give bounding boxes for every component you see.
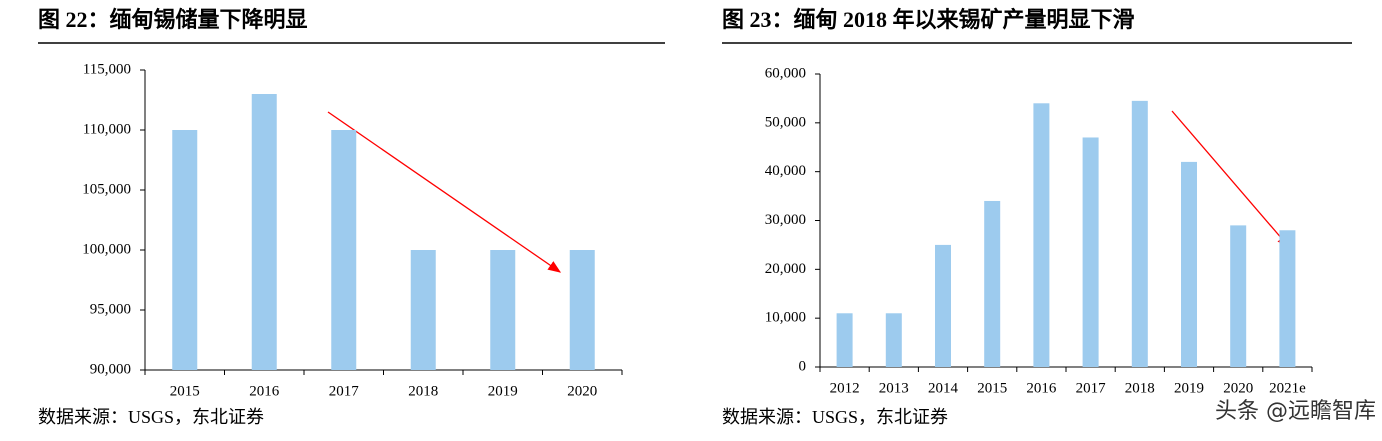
source-note: 数据来源：USGS，东北证券 <box>722 407 948 427</box>
bar <box>490 250 516 370</box>
bar <box>1230 225 1247 367</box>
x-tick-label: 2020 <box>1223 380 1253 396</box>
bar <box>836 313 853 367</box>
y-tick-label: 60,000 <box>765 65 806 81</box>
trend-arrow <box>327 111 562 273</box>
y-tick-label: 30,000 <box>765 212 806 228</box>
y-tick-label: 0 <box>799 358 807 374</box>
chart-title: 图 22：缅甸锡储量下降明显 <box>38 7 308 32</box>
bar <box>1181 161 1197 367</box>
x-tick-label: 2017 <box>1076 380 1107 396</box>
y-tick-label: 95,000 <box>90 301 131 317</box>
x-tick-label: 2018 <box>1125 380 1155 396</box>
y-tick-label: 100,000 <box>82 241 131 257</box>
bar <box>331 130 357 370</box>
watermark: 头条 @远瞻智库 <box>1215 399 1376 424</box>
y-tick-label: 110,000 <box>83 121 131 137</box>
bar <box>1033 103 1050 368</box>
x-tick-label: 2012 <box>830 380 860 396</box>
bar <box>885 313 902 367</box>
x-tick-label: 2019 <box>488 383 518 399</box>
bar <box>1279 230 1296 367</box>
x-tick-label: 2015 <box>170 383 200 399</box>
y-tick-label: 10,000 <box>765 310 806 326</box>
y-tick-label: 90,000 <box>90 361 131 377</box>
x-tick-label: 2016 <box>1026 380 1057 396</box>
bar <box>1082 137 1099 367</box>
x-tick-label: 2013 <box>879 380 909 396</box>
x-tick-label: 2014 <box>928 380 959 396</box>
x-tick-label: 2018 <box>408 383 438 399</box>
bar <box>410 250 436 370</box>
x-tick-label: 2015 <box>977 380 1007 396</box>
y-tick-label: 40,000 <box>765 163 806 179</box>
y-tick-label: 105,000 <box>82 181 131 197</box>
bar <box>935 244 951 367</box>
bar <box>172 130 198 370</box>
bar <box>984 200 1001 367</box>
bar <box>251 94 277 370</box>
x-tick-label: 2017 <box>329 383 360 399</box>
bar <box>1131 100 1148 367</box>
y-tick-label: 20,000 <box>765 261 806 277</box>
x-tick-label: 2020 <box>567 383 597 399</box>
source-note: 数据来源：USGS，东北证券 <box>38 407 264 427</box>
y-tick-label: 50,000 <box>765 114 806 130</box>
bar <box>569 250 595 370</box>
x-tick-label: 2016 <box>249 383 280 399</box>
trend-arrow <box>1171 110 1290 248</box>
y-tick-label: 115,000 <box>83 61 131 77</box>
chart-title: 图 23：缅甸 2018 年以来锡矿产量明显下滑 <box>722 7 1135 32</box>
x-tick-label: 2019 <box>1174 380 1204 396</box>
x-tick-label: 2021e <box>1269 380 1306 396</box>
